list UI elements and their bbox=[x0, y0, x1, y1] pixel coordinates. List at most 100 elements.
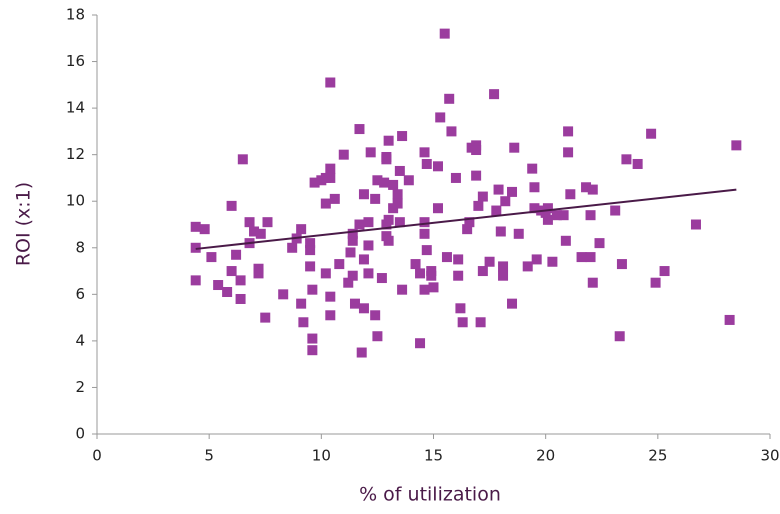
x-tick-label: 5 bbox=[204, 447, 214, 465]
point bbox=[419, 147, 430, 158]
point bbox=[305, 261, 316, 272]
point bbox=[621, 154, 632, 165]
point bbox=[249, 226, 260, 237]
point bbox=[453, 254, 464, 265]
point bbox=[325, 163, 336, 174]
point bbox=[731, 140, 742, 151]
point bbox=[477, 191, 488, 202]
point bbox=[531, 254, 542, 265]
point bbox=[491, 205, 502, 216]
point bbox=[529, 182, 540, 193]
point bbox=[260, 312, 271, 323]
y-tick-label: 14 bbox=[66, 99, 85, 117]
point bbox=[222, 287, 233, 298]
point bbox=[426, 270, 437, 281]
point bbox=[421, 158, 432, 169]
point bbox=[325, 291, 336, 302]
point bbox=[453, 270, 464, 281]
point bbox=[632, 158, 643, 169]
x-axis-label: % of utilization bbox=[359, 484, 501, 506]
point bbox=[558, 210, 569, 221]
point bbox=[379, 177, 390, 188]
point bbox=[421, 245, 432, 256]
point bbox=[206, 252, 217, 263]
point bbox=[397, 284, 408, 295]
point bbox=[563, 126, 574, 137]
point bbox=[307, 333, 318, 344]
point bbox=[457, 317, 468, 328]
y-tick-label: 8 bbox=[75, 238, 85, 256]
point bbox=[444, 93, 455, 104]
point bbox=[199, 224, 210, 235]
point bbox=[278, 289, 289, 300]
point bbox=[356, 347, 367, 358]
point bbox=[650, 277, 661, 288]
point bbox=[253, 268, 264, 279]
point bbox=[345, 247, 356, 258]
point bbox=[542, 214, 553, 225]
y-tick-label: 16 bbox=[66, 52, 85, 70]
point bbox=[392, 189, 403, 200]
point bbox=[513, 228, 524, 239]
point bbox=[349, 298, 360, 309]
point bbox=[392, 198, 403, 209]
y-tick-label: 0 bbox=[75, 425, 85, 443]
point bbox=[255, 228, 266, 239]
point bbox=[226, 200, 237, 211]
point bbox=[724, 314, 735, 325]
point bbox=[464, 217, 475, 228]
point bbox=[376, 273, 387, 284]
point bbox=[616, 259, 627, 270]
point bbox=[262, 217, 273, 228]
point bbox=[334, 259, 345, 270]
point bbox=[305, 245, 316, 256]
point bbox=[358, 189, 369, 200]
point bbox=[529, 203, 540, 214]
x-tick-label: 15 bbox=[424, 447, 443, 465]
y-tick-label: 18 bbox=[66, 6, 85, 24]
point bbox=[419, 228, 430, 239]
point bbox=[450, 172, 461, 183]
point bbox=[305, 238, 316, 249]
point bbox=[585, 252, 596, 263]
point bbox=[190, 242, 201, 253]
point bbox=[419, 284, 430, 295]
point bbox=[347, 235, 358, 246]
point bbox=[363, 217, 374, 228]
point bbox=[484, 256, 495, 267]
point bbox=[329, 193, 340, 204]
point bbox=[383, 135, 394, 146]
point bbox=[493, 184, 504, 195]
point bbox=[471, 145, 482, 156]
point bbox=[388, 179, 399, 190]
point bbox=[338, 149, 349, 160]
point bbox=[372, 331, 383, 342]
point bbox=[397, 131, 408, 142]
point bbox=[565, 189, 576, 200]
point bbox=[527, 163, 538, 174]
point bbox=[563, 147, 574, 158]
point bbox=[287, 242, 298, 253]
point bbox=[419, 217, 430, 228]
point bbox=[231, 249, 242, 260]
point bbox=[659, 266, 670, 277]
point bbox=[509, 142, 520, 153]
y-tick-label: 4 bbox=[75, 331, 85, 349]
point bbox=[551, 210, 562, 221]
trendline bbox=[195, 188, 737, 250]
point bbox=[610, 205, 621, 216]
point bbox=[585, 210, 596, 221]
point bbox=[547, 256, 558, 267]
x-tick-label: 10 bbox=[312, 447, 331, 465]
point bbox=[498, 270, 509, 281]
point bbox=[381, 154, 392, 165]
point bbox=[415, 268, 426, 279]
point bbox=[325, 172, 336, 183]
point bbox=[320, 268, 331, 279]
point bbox=[347, 270, 358, 281]
point bbox=[507, 186, 518, 197]
point bbox=[432, 203, 443, 214]
point bbox=[428, 282, 439, 293]
point bbox=[347, 228, 358, 239]
